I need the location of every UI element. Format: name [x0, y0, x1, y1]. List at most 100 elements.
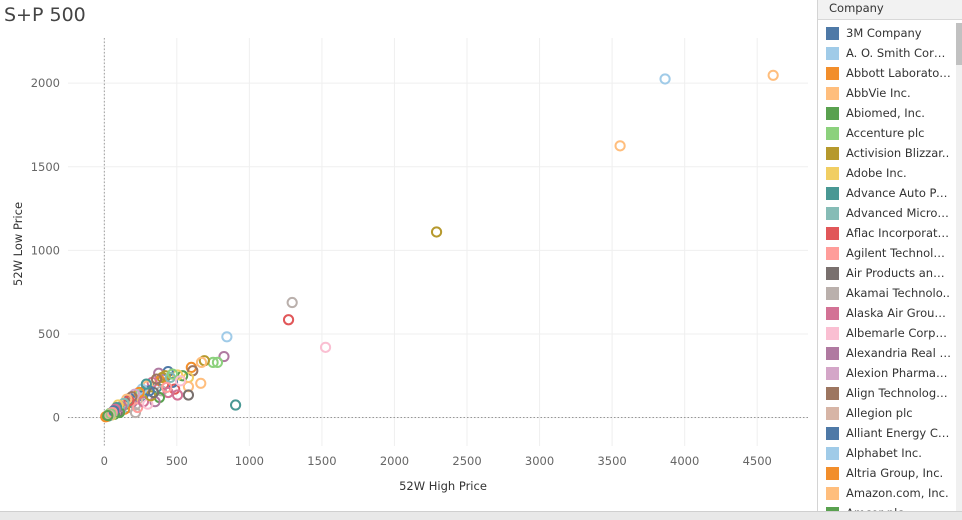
legend-label: Align Technology,.. [846, 386, 951, 400]
data-point[interactable] [286, 296, 298, 309]
legend-item[interactable]: Amazon.com, Inc. [825, 483, 951, 503]
x-tick-label: 2000 [380, 454, 409, 468]
legend-item[interactable]: Alexion Pharmace.. [825, 363, 951, 383]
legend-item[interactable]: 3M Company [825, 23, 951, 43]
data-point[interactable] [161, 381, 173, 394]
legend-label: Alliant Energy Co.. [846, 426, 951, 440]
data-point[interactable] [166, 368, 179, 380]
legend-item[interactable]: Alexandria Real E.. [825, 343, 951, 363]
legend-item[interactable]: Abiomed, Inc. [825, 103, 951, 123]
y-tick-label: 1000 [31, 243, 60, 257]
x-tick-label: 3000 [525, 454, 554, 468]
data-point[interactable] [143, 385, 155, 397]
legend-item[interactable]: Alaska Air Group, .. [825, 303, 951, 323]
legend-title: Company [818, 0, 962, 20]
data-point[interactable] [319, 341, 332, 353]
data-point[interactable] [430, 226, 443, 238]
legend-label: Alexion Pharmace.. [846, 366, 951, 380]
x-tick-label: 500 [166, 454, 188, 468]
legend-item[interactable]: Advance Auto Par.. [825, 183, 951, 203]
data-point[interactable] [102, 409, 114, 422]
legend-label: Activision Blizzar.. [846, 146, 950, 160]
data-point[interactable] [195, 377, 207, 389]
legend-label: Adobe Inc. [846, 166, 907, 180]
legend-scroll-thumb[interactable] [956, 23, 962, 65]
legend-label: Air Products and .. [846, 266, 951, 280]
legend-item[interactable]: Alphabet Inc. [825, 443, 951, 463]
legend-label: Alphabet Inc. [846, 446, 922, 460]
legend-swatch [826, 466, 839, 480]
legend-label: Abiomed, Inc. [846, 106, 925, 120]
data-point[interactable] [221, 331, 233, 343]
legend-label: Advanced Micro D.. [846, 206, 951, 220]
legend-label: Amazon.com, Inc. [846, 486, 949, 500]
chart-title: S+P 500 [4, 4, 86, 26]
data-point[interactable] [182, 389, 195, 401]
y-axis-title: 52W Low Price [11, 202, 25, 286]
data-point[interactable] [614, 140, 626, 152]
legend-item[interactable]: Alliant Energy Co.. [825, 423, 951, 443]
legend-list[interactable]: 3M Company A. O. Smith Corpo.. Abbott Labo… [825, 23, 951, 511]
y-tick-label: 0 [53, 411, 60, 425]
legend-label: Accenture plc [846, 126, 925, 140]
legend-label: Akamai Technolo.. [846, 286, 950, 300]
legend-item[interactable]: Air Products and .. [825, 263, 951, 283]
legend-swatch [826, 126, 839, 140]
data-point[interactable] [229, 399, 242, 411]
legend-label: Altria Group, Inc. [846, 466, 944, 480]
legend-swatch [826, 426, 839, 440]
legend-label: AbbVie Inc. [846, 86, 911, 100]
x-axis-ticks: 0 500 1000 1500 2000 2500 3000 3500 4000 4500 [101, 454, 772, 468]
data-point[interactable] [150, 373, 163, 385]
data-point[interactable] [174, 375, 187, 387]
data-point[interactable] [659, 73, 671, 85]
scatter-plot[interactable]: 0 500 1000 1500 2000 0 500 1000 1500 2000 2500 300… [0, 0, 817, 510]
legend-swatch [826, 66, 839, 80]
legend-item[interactable]: Abbott Laboratori.. [825, 63, 951, 83]
legend-swatch [826, 206, 839, 220]
data-point[interactable] [282, 314, 295, 326]
legend-item[interactable]: Albemarle Corpor.. [825, 323, 951, 343]
legend-swatch [826, 326, 839, 340]
legend-item[interactable]: Activision Blizzar.. [825, 143, 951, 163]
data-point[interactable] [195, 356, 208, 368]
data-point[interactable] [162, 386, 174, 399]
legend-item[interactable]: Accenture plc [825, 123, 951, 143]
legend-panel: Company 3M Company A. O. Smith Corpo.. Abb… [817, 0, 962, 519]
legend-scrollbar[interactable] [956, 23, 962, 511]
y-tick-label: 500 [38, 327, 60, 341]
legend-label: Advance Auto Par.. [846, 186, 951, 200]
data-point[interactable] [132, 401, 144, 414]
legend-swatch [826, 146, 839, 160]
data-point[interactable] [218, 350, 230, 363]
legend-item[interactable]: Altria Group, Inc. [825, 463, 951, 483]
legend-swatch [826, 186, 839, 200]
legend-swatch [826, 286, 839, 300]
data-point[interactable] [767, 69, 779, 81]
legend-label: Alaska Air Group, .. [846, 306, 951, 320]
legend-label: Abbott Laboratori.. [846, 66, 951, 80]
x-tick-label: 0 [101, 454, 108, 468]
legend-item[interactable]: Aflac Incorporated [825, 223, 951, 243]
horizontal-scrollbar[interactable] [0, 511, 962, 520]
data-point[interactable] [140, 378, 152, 390]
legend-swatch [826, 386, 839, 400]
legend-label: Alexandria Real E.. [846, 346, 951, 360]
legend-item[interactable]: Adobe Inc. [825, 163, 951, 183]
legend-item[interactable]: AbbVie Inc. [825, 83, 951, 103]
legend-item[interactable]: Allegion plc [825, 403, 951, 423]
legend-item[interactable]: Amcor plc [825, 503, 951, 511]
legend-swatch [826, 246, 839, 260]
legend-item[interactable]: Advanced Micro D.. [825, 203, 951, 223]
legend-label: Agilent Technolog.. [846, 246, 951, 260]
legend-item[interactable]: Align Technology,.. [825, 383, 951, 403]
legend-swatch [826, 86, 839, 100]
data-point[interactable] [171, 369, 184, 381]
legend-item[interactable]: Akamai Technolo.. [825, 283, 951, 303]
legend-item[interactable]: Agilent Technolog.. [825, 243, 951, 263]
x-tick-label: 1500 [307, 454, 336, 468]
x-tick-label: 1000 [235, 454, 264, 468]
data-point[interactable] [129, 388, 141, 400]
data-point[interactable] [211, 356, 224, 368]
legend-item[interactable]: A. O. Smith Corpo.. [825, 43, 951, 63]
